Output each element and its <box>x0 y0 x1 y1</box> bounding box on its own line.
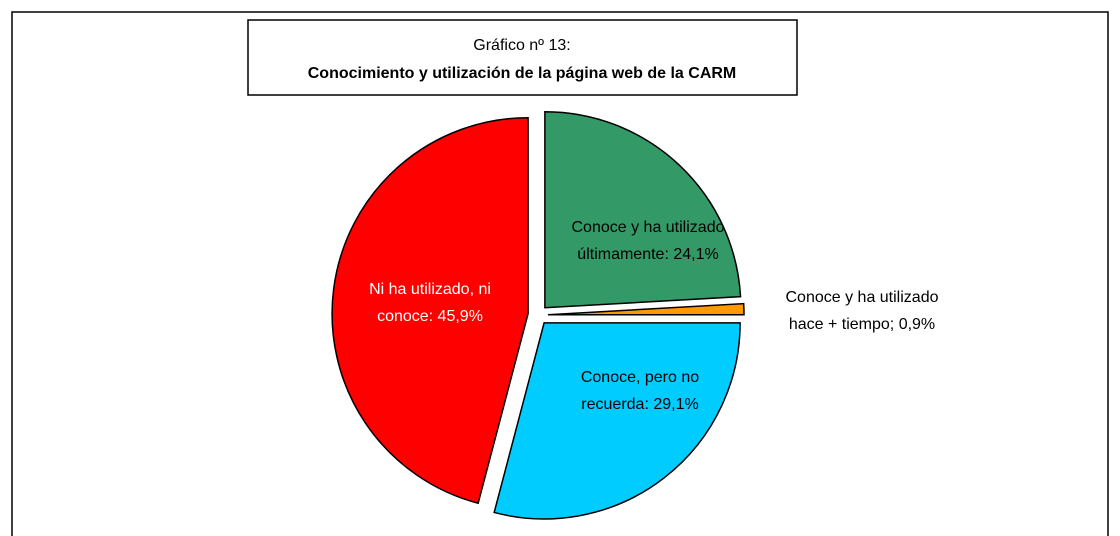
chart-title: Gráfico nº 13: <box>473 37 570 54</box>
data-label: Ni ha utilizado, ni <box>369 281 491 298</box>
pie-slice <box>544 110 742 309</box>
title-box <box>247 19 798 96</box>
data-label: Conoce, pero no <box>581 369 699 386</box>
pie-slice <box>493 322 741 520</box>
data-label: Conoce y ha utilizado <box>786 289 939 306</box>
data-label: Conoce y ha utilizado <box>572 219 725 236</box>
data-label: conoce: 45,9% <box>377 308 483 325</box>
pie <box>331 110 745 520</box>
data-label: recuerda: 29,1% <box>581 396 698 413</box>
data-label: hace + tiempo; 0,9% <box>789 316 935 333</box>
pie-slice <box>331 116 529 505</box>
data-label: últimamente: 24,1% <box>577 246 718 263</box>
pie-slice <box>547 302 745 316</box>
chart-subtitle: Conocimiento y utilización de la página … <box>308 65 737 82</box>
